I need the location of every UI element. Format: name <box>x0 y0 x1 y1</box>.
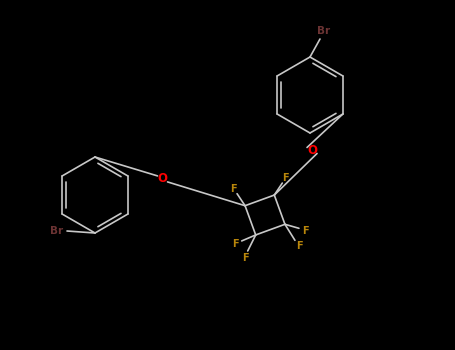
Text: F: F <box>233 239 239 249</box>
Text: F: F <box>282 173 288 183</box>
Text: O: O <box>307 144 317 157</box>
Text: F: F <box>296 241 302 251</box>
Text: Br: Br <box>51 226 64 236</box>
Text: O: O <box>157 173 167 186</box>
Text: F: F <box>230 184 237 194</box>
Text: F: F <box>243 253 249 263</box>
Text: Br: Br <box>318 26 331 36</box>
Text: F: F <box>302 226 308 236</box>
